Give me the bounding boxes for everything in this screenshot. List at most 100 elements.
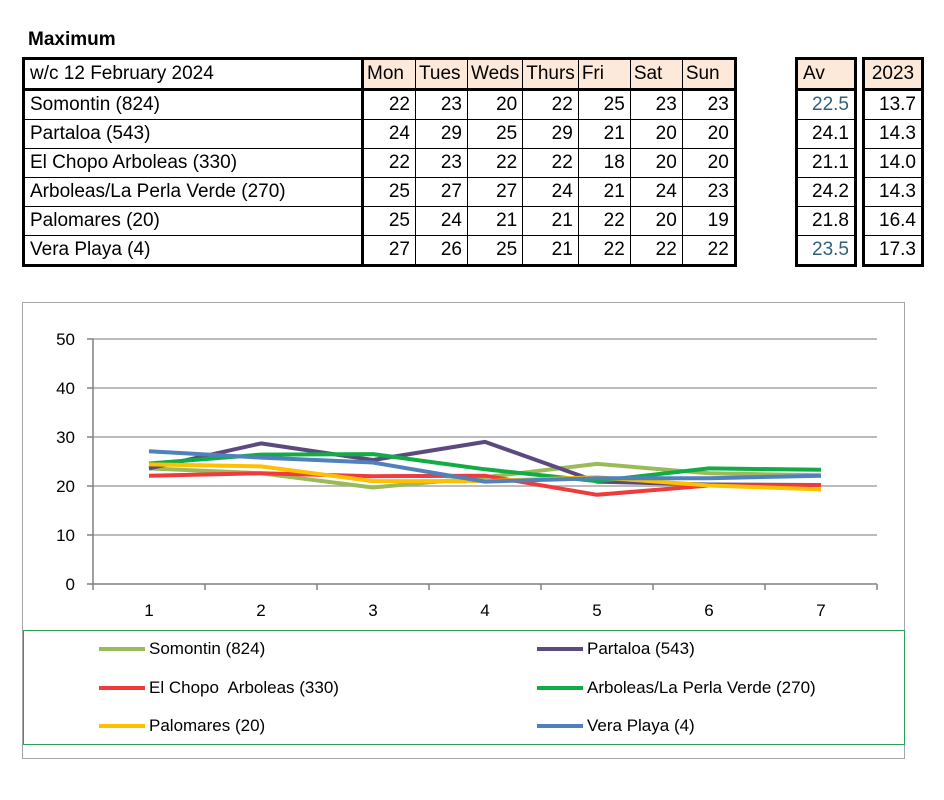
legend-item: Palomares (20) (99, 716, 265, 736)
temperature-cell: 19 (681, 206, 736, 236)
y-tick-label: 10 (56, 526, 75, 545)
previous-year-row: 16.4 (863, 206, 923, 236)
day-header: Weds (466, 58, 524, 91)
average-row: 24.1 (796, 119, 856, 149)
average-cell: 21.1 (796, 148, 856, 178)
station-name: Somontin (824) (23, 89, 364, 120)
temperature-cell: 20 (629, 206, 683, 236)
table-row: El Chopo Arboleas (330) 22 23 22 22 18 20 20 (23, 148, 736, 178)
temperature-cell: 22 (629, 235, 683, 266)
y-tick-label: 30 (56, 428, 75, 447)
day-header: Thurs (522, 58, 579, 91)
legend-swatch (99, 724, 145, 728)
average-cell: 23.5 (796, 235, 856, 266)
day-header: Sun (681, 58, 736, 91)
x-tick-label: 3 (368, 601, 377, 620)
daily-maximum-table: w/c 12 February 2024 Mon Tues Weds Thurs… (22, 57, 737, 267)
station-name: El Chopo Arboleas (330) (23, 148, 364, 178)
temperature-cell: 23 (415, 148, 468, 178)
average-header: Av (796, 58, 856, 91)
chart-area (22, 302, 905, 759)
y-tick-label: 40 (56, 379, 75, 398)
previous-year-row: 14.3 (863, 177, 923, 207)
table-row: Partaloa (543) 24 29 25 29 21 20 20 (23, 119, 736, 149)
legend-swatch (537, 724, 583, 728)
temperature-cell: 27 (466, 177, 524, 207)
legend-item: El Chopo Arboleas (330) (99, 678, 339, 698)
average-table: Av 22.5 24.1 21.1 24.2 21.8 23.5 (795, 57, 857, 267)
temperature-cell: 22 (577, 235, 631, 266)
y-tick-label: 0 (66, 575, 75, 594)
day-header: Sat (629, 58, 683, 91)
temperature-cell: 22 (362, 148, 416, 178)
legend-label: Vera Playa (4) (587, 716, 695, 735)
x-tick-label: 7 (816, 601, 825, 620)
average-cell: 22.5 (796, 89, 856, 120)
temperature-cell: 24 (629, 177, 683, 207)
previous-year-header: 2023 (863, 58, 923, 91)
previous-year-cell: 13.7 (863, 89, 923, 120)
temperature-cell: 22 (522, 148, 579, 178)
temperature-cell: 22 (522, 89, 579, 120)
temperature-cell: 23 (681, 89, 736, 120)
temperature-cell: 25 (466, 119, 524, 149)
temperature-cell: 22 (362, 89, 416, 120)
table-header-row: w/c 12 February 2024 Mon Tues Weds Thurs… (23, 58, 736, 91)
legend-label: El Chopo Arboleas (330) (149, 678, 339, 697)
previous-year-cell: 17.3 (863, 235, 923, 266)
previous-year-row: 14.0 (863, 148, 923, 178)
x-tick-label: 2 (256, 601, 265, 620)
previous-year-row: 13.7 (863, 89, 923, 120)
temperature-cell: 29 (522, 119, 579, 149)
station-name: Palomares (20) (23, 206, 364, 236)
temperature-cell: 22 (681, 235, 736, 266)
table-heading: Maximum (28, 29, 116, 50)
day-header: Tues (415, 58, 468, 91)
legend-item: Somontin (824) (99, 639, 265, 659)
temperature-cell: 22 (466, 148, 524, 178)
previous-year-cell: 16.4 (863, 206, 923, 236)
temperature-cell: 23 (415, 89, 468, 120)
temperature-cell: 25 (466, 235, 524, 266)
temperature-cell: 22 (577, 206, 631, 236)
series-line (148, 449, 822, 484)
legend-label: Somontin (824) (149, 639, 266, 658)
temperature-cell: 20 (681, 148, 736, 178)
legend-label: Arboleas/La Perla Verde (270) (587, 678, 816, 697)
table-row: Palomares (20) 25 24 21 21 22 20 19 (23, 206, 736, 236)
week-label: w/c 12 February 2024 (23, 58, 364, 91)
temperature-cell: 27 (362, 235, 416, 266)
temperature-cell: 20 (629, 119, 683, 149)
previous-year-table: 2023 13.7 14.3 14.0 14.3 16.4 17.3 (862, 57, 924, 267)
table-row: Vera Playa (4) 27 26 25 21 22 22 22 (23, 235, 736, 266)
temperature-cell: 26 (415, 235, 468, 266)
day-header: Fri (577, 58, 631, 91)
series-line (148, 452, 822, 484)
previous-year-cell: 14.3 (863, 177, 923, 207)
x-tick-label: 5 (592, 601, 601, 620)
legend-item: Arboleas/La Perla Verde (270) (537, 678, 816, 698)
average-row: 23.5 (796, 235, 856, 266)
legend-swatch (99, 686, 145, 690)
chart-legend: Somontin (824) Partaloa (543) El Chopo Arb… (23, 630, 905, 745)
average-cell: 24.1 (796, 119, 856, 149)
legend-swatch (537, 686, 583, 690)
temperature-cell: 20 (466, 89, 524, 120)
temperature-cell: 21 (577, 119, 631, 149)
x-tick-label: 4 (480, 601, 489, 620)
legend-label: Palomares (20) (149, 716, 266, 735)
previous-year-cell: 14.0 (863, 148, 923, 178)
legend-swatch (99, 647, 145, 651)
legend-label: Partaloa (543) (587, 639, 695, 658)
temperature-cell: 23 (681, 177, 736, 207)
legend-item: Partaloa (543) (537, 639, 695, 659)
temperature-cell: 21 (522, 235, 579, 266)
previous-year-row: 17.3 (863, 235, 923, 266)
y-tick-label: 50 (56, 330, 75, 349)
average-row: 22.5 (796, 89, 856, 120)
legend-item: Vera Playa (4) (537, 716, 695, 736)
x-tick-label: 1 (144, 601, 153, 620)
y-tick-label: 20 (56, 477, 75, 496)
table-row: Somontin (824) 22 23 20 22 25 23 23 (23, 89, 736, 120)
